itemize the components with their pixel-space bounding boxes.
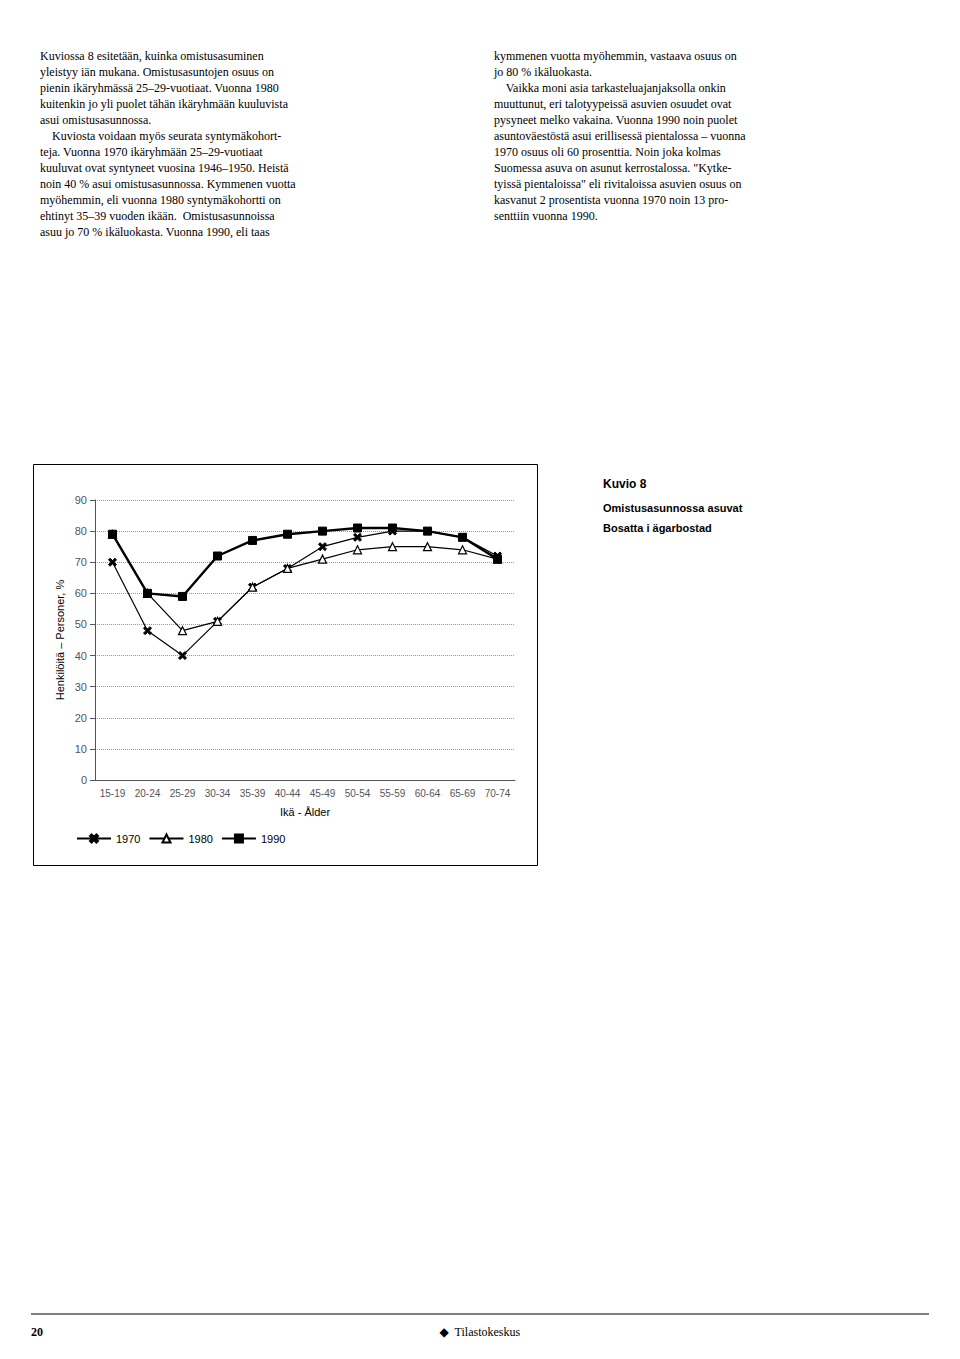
- svg-text:10: 10: [75, 743, 87, 755]
- svg-text:40-44: 40-44: [275, 788, 301, 799]
- svg-text:1980: 1980: [188, 833, 212, 845]
- svg-text:myöhemmin, eli vuonna 1980 syn: myöhemmin, eli vuonna 1980 syntymäkohort…: [40, 193, 281, 207]
- svg-text:pienin ikäryhmässä 25–29-vuoti: pienin ikäryhmässä 25–29-vuotiaat. Vuonn…: [40, 81, 279, 95]
- svg-text:senttiin vuonna 1990.: senttiin vuonna 1990.: [494, 209, 598, 223]
- svg-text:40: 40: [75, 650, 87, 662]
- svg-text:30: 30: [75, 681, 87, 693]
- svg-text:0: 0: [81, 774, 87, 786]
- svg-text:Vaikka moni asia tarkasteluaja: Vaikka moni asia tarkasteluajanjaksolla …: [494, 81, 726, 95]
- svg-text:Omistusasunnossa asuvat: Omistusasunnossa asuvat: [603, 502, 743, 514]
- svg-text:Henkilöitä – Personer, %: Henkilöitä – Personer, %: [54, 580, 66, 701]
- svg-text:70-74: 70-74: [485, 788, 511, 799]
- svg-text:ehtinyt 35–39 vuoden ikään. O: ehtinyt 35–39 vuoden ikään. Omistusasunn…: [40, 209, 275, 223]
- svg-text:Kuvio 8: Kuvio 8: [603, 477, 647, 491]
- svg-text:Suomessa asuva on asunut kerro: Suomessa asuva on asunut kerrostalossa. …: [494, 161, 732, 175]
- svg-text:50: 50: [75, 618, 87, 630]
- svg-text:25-29: 25-29: [170, 788, 196, 799]
- svg-text:kuitenkin jo yli puolet tähän: kuitenkin jo yli puolet tähän ikäryhmään…: [40, 97, 289, 111]
- svg-text:kasvanut 2 prosentista vuonna: kasvanut 2 prosentista vuonna 1970 noin …: [494, 193, 728, 207]
- svg-text:60: 60: [75, 587, 87, 599]
- svg-text:30-34: 30-34: [205, 788, 231, 799]
- svg-text:90: 90: [75, 494, 87, 506]
- svg-text:65-69: 65-69: [450, 788, 476, 799]
- svg-text:jo 80 % ikäluokasta.: jo 80 % ikäluokasta.: [493, 65, 592, 79]
- svg-text:Kuviossa 8 esitetään, kuinka o: Kuviossa 8 esitetään, kuinka omistusasum…: [40, 49, 264, 63]
- svg-text:kuuluvat ovat syntyneet vuosin: kuuluvat ovat syntyneet vuosina 1946–195…: [40, 161, 289, 175]
- svg-text:Ikä - Ålder: Ikä - Ålder: [280, 806, 330, 818]
- svg-text:55-59: 55-59: [380, 788, 406, 799]
- svg-text:asuu jo 70 % ikäluokasta. Vuon: asuu jo 70 % ikäluokasta. Vuonna 1990, e…: [40, 225, 270, 239]
- svg-text:yleistyy iän mukana. Omistusas: yleistyy iän mukana. Omistusasuntojen os…: [40, 65, 274, 79]
- svg-text:Kuviosta voidaan myös seurata: Kuviosta voidaan myös seurata syntymäkoh…: [40, 129, 281, 143]
- svg-text:asuntoväestöstä asui erillises: asuntoväestöstä asui erillisessä piental…: [494, 129, 746, 143]
- svg-text:1990: 1990: [261, 833, 285, 845]
- svg-text:noin 40 % asui omistusasunnoss: noin 40 % asui omistusasunnossa. Kymmene…: [40, 177, 296, 191]
- svg-text:35-39: 35-39: [240, 788, 266, 799]
- svg-text:muuttunut, eri talotyypeissä a: muuttunut, eri talotyypeissä asuvien osu…: [494, 97, 732, 111]
- svg-text:70: 70: [75, 556, 87, 568]
- svg-text:20: 20: [31, 1325, 43, 1339]
- svg-text:20: 20: [75, 712, 87, 724]
- svg-text:1970: 1970: [116, 833, 140, 845]
- svg-text:20-24: 20-24: [135, 788, 161, 799]
- svg-text:50-54: 50-54: [345, 788, 371, 799]
- svg-text:asui omistusasunnossa.: asui omistusasunnossa.: [40, 113, 151, 127]
- svg-text:kymmenen vuotta myöhemmin, vas: kymmenen vuotta myöhemmin, vastaava osuu…: [494, 49, 737, 63]
- svg-text:1970 osuus oli 60 prosenttia.: 1970 osuus oli 60 prosenttia. Noin joka …: [494, 145, 721, 159]
- svg-text:tyissä pientaloissa" eli rivit: tyissä pientaloissa" eli rivitaloissa as…: [494, 177, 742, 191]
- svg-text:Bosatta i ägarbostad: Bosatta i ägarbostad: [603, 522, 712, 534]
- svg-text:teja. Vuonna 1970 ikäryhmään 2: teja. Vuonna 1970 ikäryhmään 25–29-vuoti…: [40, 145, 263, 159]
- svg-text:◆ Tilastokeskus: ◆ Tilastokeskus: [440, 1325, 521, 1339]
- svg-text:15-19: 15-19: [100, 788, 126, 799]
- svg-text:60-64: 60-64: [415, 788, 441, 799]
- svg-text:80: 80: [75, 525, 87, 537]
- svg-text:pysyneet melko vakaina. Vuonna: pysyneet melko vakaina. Vuonna 1990 noin…: [494, 113, 738, 127]
- svg-text:45-49: 45-49: [310, 788, 336, 799]
